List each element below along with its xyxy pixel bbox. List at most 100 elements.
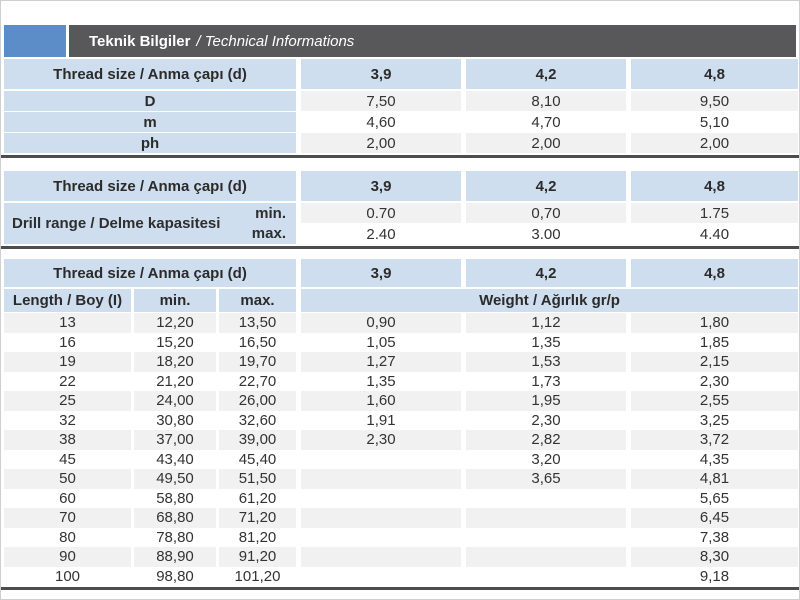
weight-cell: 1,05 — [301, 332, 461, 352]
table-row: 60 58,80 61,20 5,65 — [4, 488, 799, 508]
length-column-header: Length / Boy (I) — [4, 289, 131, 312]
weight-cell: 6,45 — [631, 508, 798, 528]
value-cell: 4,60 — [301, 112, 461, 132]
max-cell: 26,00 — [219, 391, 296, 411]
row-label: m — [4, 112, 296, 132]
min-cell: 88,90 — [134, 547, 216, 567]
min-cell: 37,00 — [134, 430, 216, 450]
weight-cell: 1,35 — [301, 371, 461, 391]
min-cell: 43,40 — [134, 449, 216, 469]
max-cell: 61,20 — [219, 488, 296, 508]
weight-cell: 1,73 — [466, 371, 626, 391]
drill-range-block: Drill range / Delme kapasitesi min. max.… — [4, 203, 799, 244]
table-row: 45 43,40 45,40 3,20 4,35 — [4, 449, 799, 469]
min-cell: 68,80 — [134, 508, 216, 528]
max-cell: 81,20 — [219, 527, 296, 547]
table3-header-size-48: 4,8 — [631, 259, 798, 287]
table-row: 100 98,80 101,20 9,18 — [4, 566, 799, 586]
weight-cell: 3,65 — [466, 469, 626, 489]
max-cell: 16,50 — [219, 332, 296, 352]
max-cell: 101,20 — [219, 566, 296, 586]
min-cell: 24,00 — [134, 391, 216, 411]
min-cell: 49,50 — [134, 469, 216, 489]
length-cell: 45 — [4, 449, 131, 469]
min-cell: 30,80 — [134, 410, 216, 430]
table-row: 16 15,20 16,50 1,05 1,35 1,85 — [4, 332, 799, 352]
table-row: 0.70 0,70 1.75 — [301, 203, 799, 223]
min-column-header: min. — [134, 289, 216, 312]
value-cell: 2,00 — [631, 133, 798, 153]
length-cell: 38 — [4, 430, 131, 450]
weight-cell: 2,55 — [631, 391, 798, 411]
max-cell: 13,50 — [219, 313, 296, 333]
max-cell: 45,40 — [219, 449, 296, 469]
page-title-italic: / Technical Informations — [196, 32, 355, 50]
table-row: 25 24,00 26,00 1,60 1,95 2,55 — [4, 391, 799, 411]
min-cell: 12,20 — [134, 313, 216, 333]
max-cell: 39,00 — [219, 430, 296, 450]
length-cell: 100 — [4, 566, 131, 586]
weight-cell: 2,30 — [631, 371, 798, 391]
length-cell: 70 — [4, 508, 131, 528]
weight-cell — [301, 469, 461, 489]
max-cell: 71,20 — [219, 508, 296, 528]
length-cell: 80 — [4, 527, 131, 547]
value-cell: 4,70 — [466, 112, 626, 132]
table-row: m 4,60 4,70 5,10 — [4, 112, 799, 132]
table1-header-size-42: 4,2 — [466, 59, 626, 89]
table2-header-thread-size: Thread size / Anma çapı (d) — [4, 171, 296, 201]
length-cell: 16 — [4, 332, 131, 352]
page-title-bold: Teknik Bilgiler — [89, 32, 191, 50]
drill-min-39: 0.70 — [301, 203, 461, 223]
table2-header-size-42: 4,2 — [466, 171, 626, 201]
weight-cell — [466, 508, 626, 528]
weight-cell: 0,90 — [301, 313, 461, 333]
weight-cell: 1,91 — [301, 410, 461, 430]
max-cell: 32,60 — [219, 410, 296, 430]
weight-cell — [301, 566, 461, 586]
weight-cell: 1,35 — [466, 332, 626, 352]
weight-cell — [301, 449, 461, 469]
max-cell: 91,20 — [219, 547, 296, 567]
min-label: min. — [255, 205, 286, 222]
table-row: 90 88,90 91,20 8,30 — [4, 547, 799, 567]
weight-column-header: Weight / Ağırlık gr/p — [301, 289, 798, 312]
max-cell: 19,70 — [219, 352, 296, 372]
table3-header-size-42: 4,2 — [466, 259, 626, 287]
weight-cell — [301, 527, 461, 547]
page-title: Teknik Bilgiler / Technical Informations — [69, 25, 796, 57]
table-row: 19 18,20 19,70 1,27 1,53 2,15 — [4, 352, 799, 372]
weight-cell: 2,15 — [631, 352, 798, 372]
drill-max-39: 2.40 — [301, 224, 461, 244]
weight-cell: 1,53 — [466, 352, 626, 372]
table1-header-size-48: 4,8 — [631, 59, 798, 89]
row-label: ph — [4, 133, 296, 153]
table-row: 80 78,80 81,20 7,38 — [4, 527, 799, 547]
table2-header-row: Thread size / Anma çapı (d) 3,9 4,2 4,8 — [4, 171, 799, 201]
table1-header-size-39: 3,9 — [301, 59, 461, 89]
weight-cell — [466, 488, 626, 508]
value-cell: 9,50 — [631, 91, 798, 111]
min-cell: 18,20 — [134, 352, 216, 372]
max-column-header: max. — [219, 289, 296, 312]
weight-cell — [301, 488, 461, 508]
weight-cell: 1,60 — [301, 391, 461, 411]
weight-cell — [301, 508, 461, 528]
table1-header-thread-size: Thread size / Anma çapı (d) — [4, 59, 296, 89]
length-cell: 22 — [4, 371, 131, 391]
min-max-labels: min. max. — [228, 203, 296, 244]
weight-cell: 3,20 — [466, 449, 626, 469]
value-cell: 2,00 — [301, 133, 461, 153]
min-cell: 15,20 — [134, 332, 216, 352]
value-cell: 7,50 — [301, 91, 461, 111]
weight-cell: 2,30 — [301, 430, 461, 450]
weight-cell — [466, 527, 626, 547]
weight-cell: 2,30 — [466, 410, 626, 430]
table3-header-size-39: 3,9 — [301, 259, 461, 287]
row-label: D — [4, 91, 296, 111]
min-cell: 58,80 — [134, 488, 216, 508]
divider — [1, 587, 799, 590]
length-cell: 13 — [4, 313, 131, 333]
divider — [1, 155, 799, 158]
